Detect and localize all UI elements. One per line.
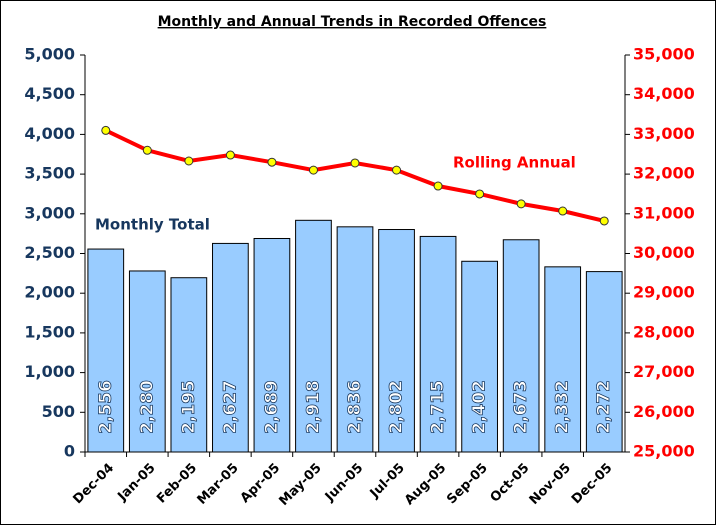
y-tick-label: 5,000 <box>24 45 75 64</box>
bar-value-label: 2,627 <box>220 380 240 434</box>
bar-value-label: 2,918 <box>303 380 323 434</box>
bar <box>295 219 332 453</box>
bar-value-label: 2,280 <box>137 380 157 434</box>
line-marker <box>308 165 318 175</box>
bar <box>128 270 166 453</box>
line-marker <box>142 145 152 155</box>
bar <box>585 271 623 453</box>
line-marker <box>433 181 443 191</box>
y-tick-label: 500 <box>42 402 75 421</box>
bar-value-label: 2,836 <box>345 380 365 434</box>
line-marker <box>225 150 235 160</box>
y-tick-label: 4,500 <box>24 84 75 103</box>
bar-value-label: 2,556 <box>96 380 116 434</box>
y2-tick-label: 35,000 <box>633 45 695 64</box>
y-tick-label: 2,000 <box>24 283 75 302</box>
bar-value-label: 2,673 <box>511 380 531 434</box>
bar-value-label: 2,715 <box>428 380 448 434</box>
y2-tick-label: 29,000 <box>633 283 695 302</box>
y-tick-label: 3,500 <box>24 164 75 183</box>
line-marker <box>267 157 277 167</box>
line-marker <box>558 206 568 216</box>
bar <box>378 229 415 453</box>
bar-value-label: 2,195 <box>179 380 199 434</box>
bar-value-label: 2,402 <box>470 380 490 434</box>
series-annotation: Monthly Total <box>95 216 210 234</box>
y-tick-label: 1,500 <box>24 322 75 341</box>
line-marker <box>101 125 111 135</box>
bar <box>502 239 540 453</box>
bar <box>461 260 498 453</box>
y-tick-label: 0 <box>64 442 75 461</box>
line-marker <box>475 189 485 199</box>
bar <box>336 226 374 453</box>
y2-tick-label: 27,000 <box>633 362 695 381</box>
chart-title: Monthly and Annual Trends in Recorded Of… <box>158 14 547 30</box>
bar-value-label: 2,332 <box>553 380 573 434</box>
y-tick-label: 4,000 <box>24 124 75 143</box>
bar-value-label: 2,689 <box>262 380 282 434</box>
bar <box>419 235 457 453</box>
y2-tick-label: 31,000 <box>633 203 695 222</box>
line-marker <box>599 216 609 226</box>
y2-tick-label: 30,000 <box>633 243 695 262</box>
y-tick-label: 3,000 <box>24 203 75 222</box>
line-marker <box>392 165 402 175</box>
bar <box>87 248 125 453</box>
line-marker <box>184 156 194 166</box>
y-tick-label: 2,500 <box>24 243 75 262</box>
bar-value-label: 2,272 <box>594 380 614 434</box>
bar <box>170 277 208 453</box>
y2-tick-label: 33,000 <box>633 124 695 143</box>
y2-tick-label: 26,000 <box>633 402 695 421</box>
y2-tick-label: 32,000 <box>633 164 695 183</box>
bar <box>253 237 291 453</box>
y2-tick-label: 34,000 <box>633 84 695 103</box>
bar <box>212 242 249 453</box>
y2-tick-label: 28,000 <box>633 322 695 341</box>
line-marker <box>350 158 360 168</box>
line-marker <box>516 199 526 209</box>
y-tick-label: 1,000 <box>24 362 75 381</box>
bar-value-label: 2,802 <box>387 380 407 434</box>
y2-tick-label: 25,000 <box>633 442 695 461</box>
series-annotation: Rolling Annual <box>453 154 576 172</box>
bar <box>544 266 582 453</box>
